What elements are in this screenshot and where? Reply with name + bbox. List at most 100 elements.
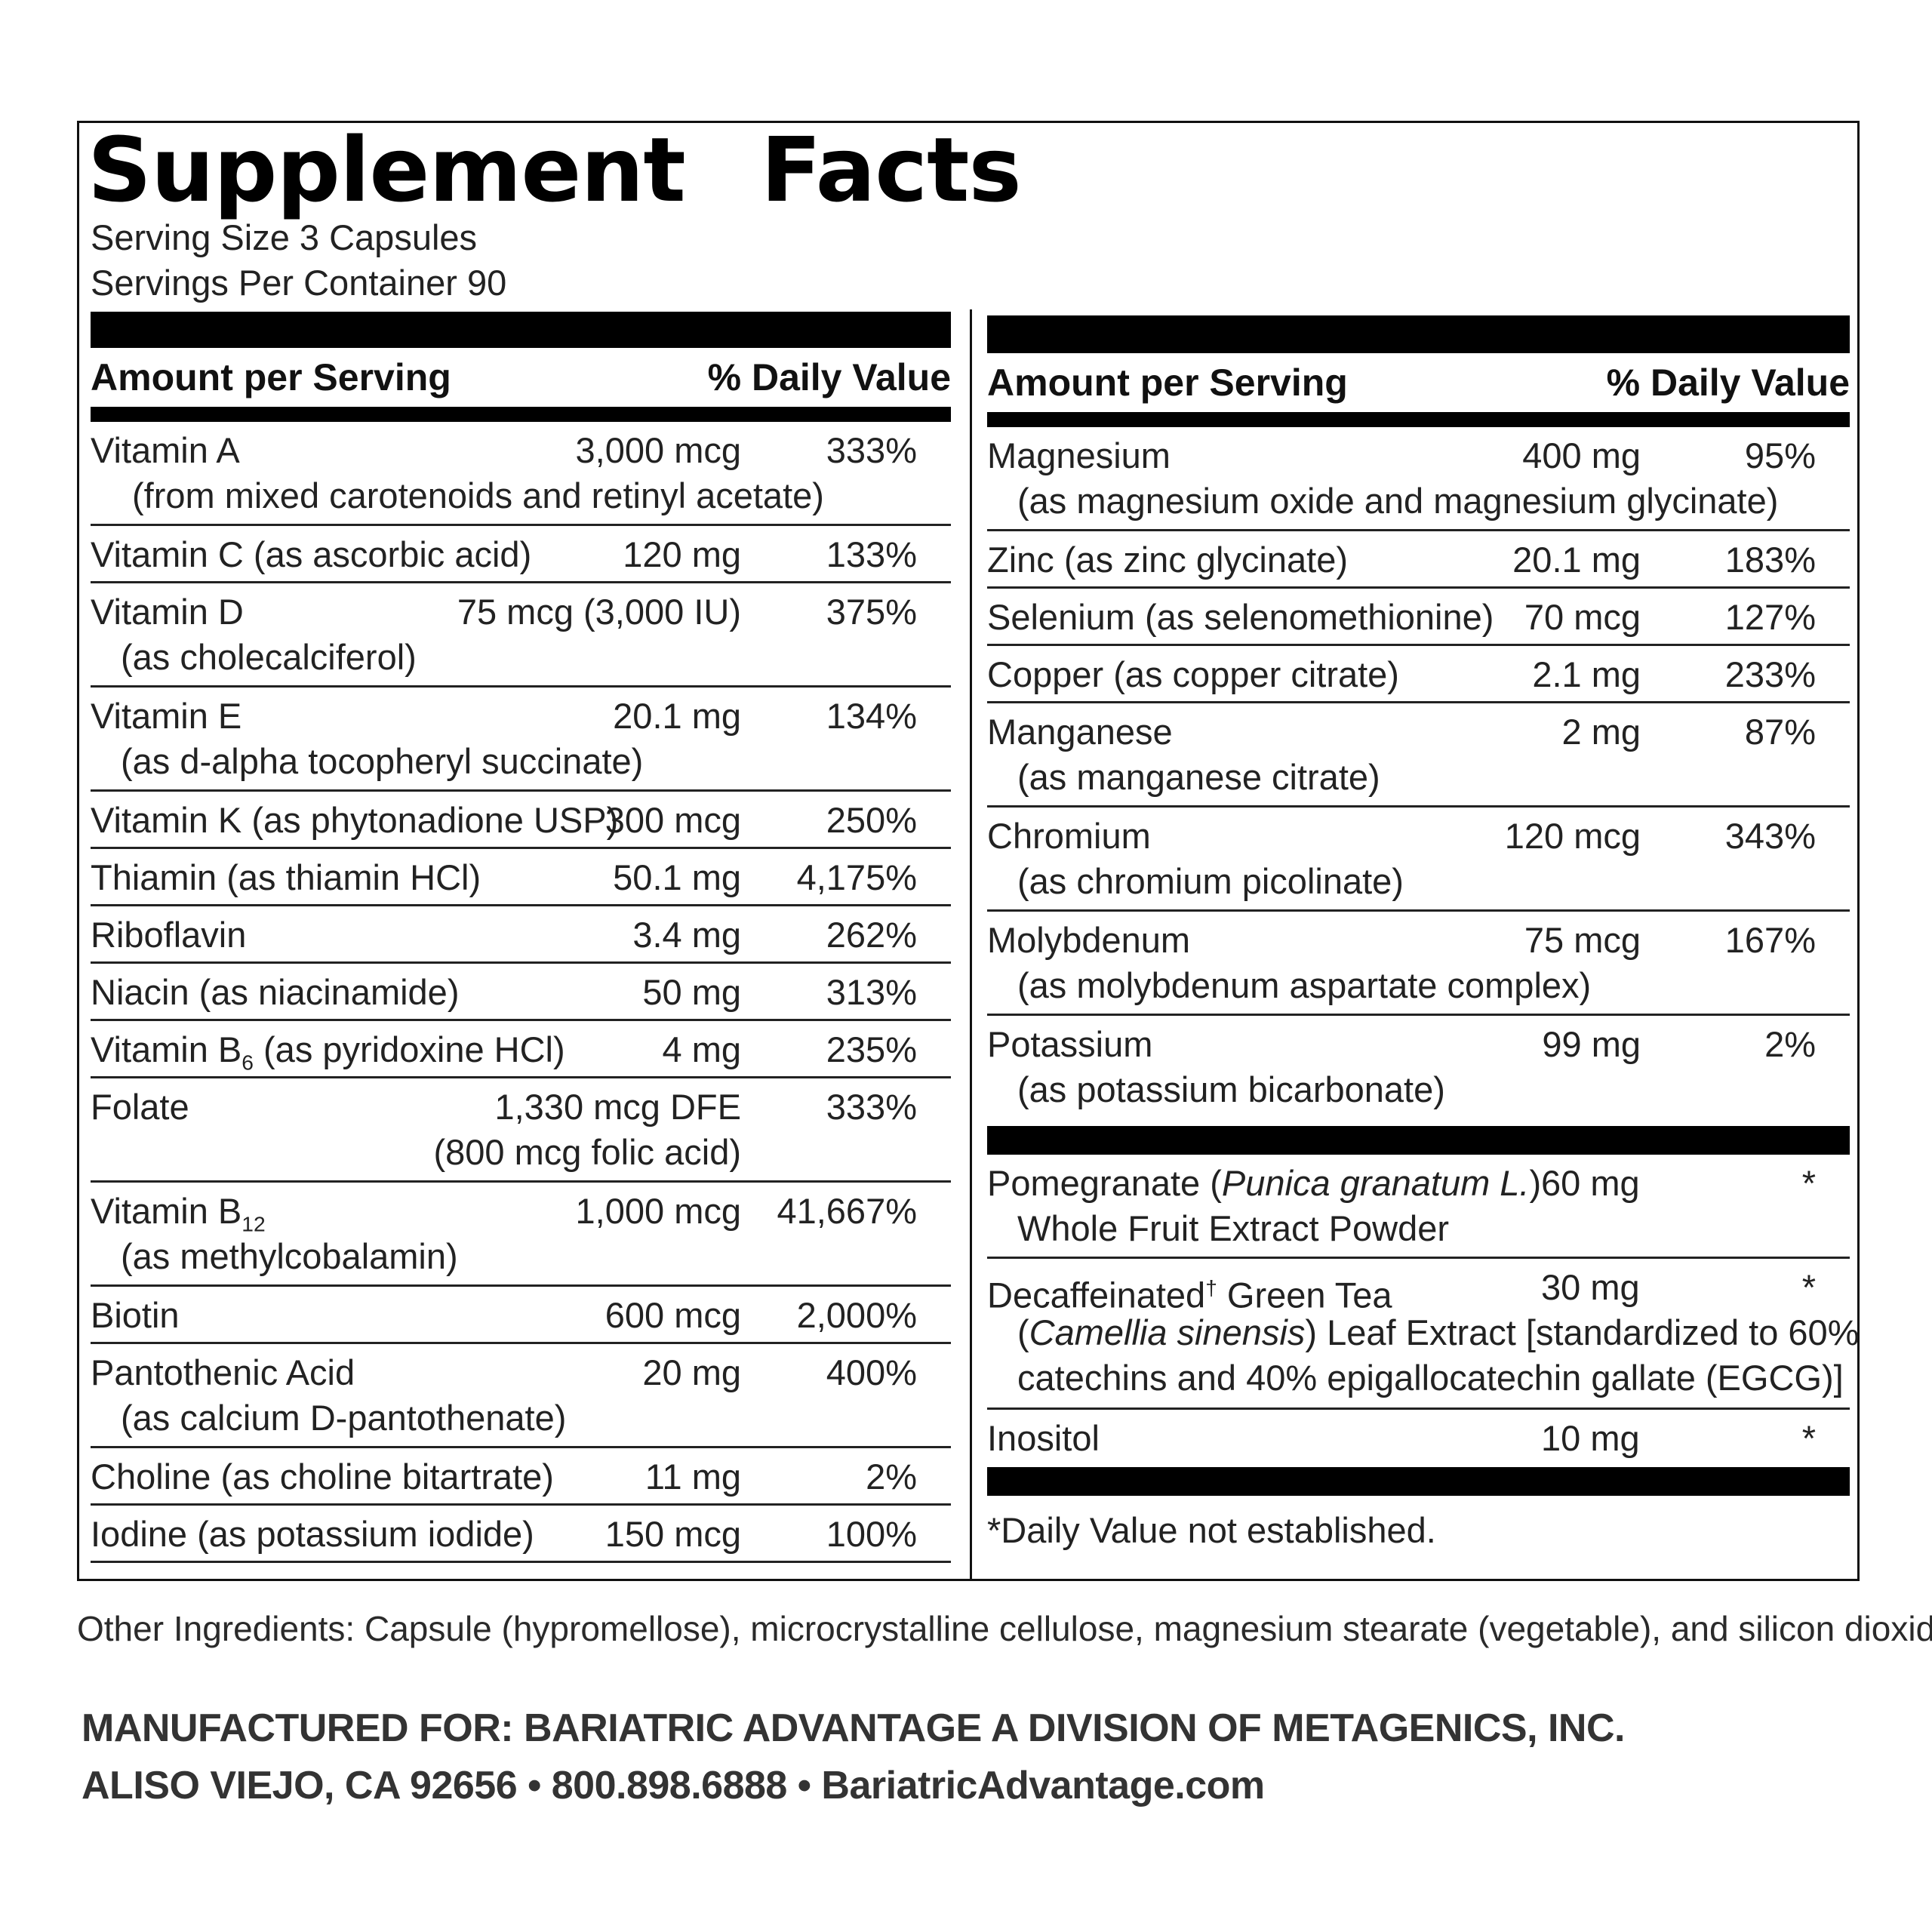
nutrient-amount: 600 mcg	[605, 1295, 741, 1335]
nutrient-row: Zinc (as zinc glycinate) 20.1 mg 183%	[987, 531, 1850, 589]
serving-size: Serving Size 3 Capsules	[91, 217, 478, 257]
nutrient-name: Selenium (as selenomethionine)	[987, 597, 1494, 637]
nutrient-amount: 300 mcg	[605, 800, 741, 840]
nutrient-dv: 343%	[1724, 816, 1816, 856]
nutrient-dv: 127%	[1724, 597, 1816, 637]
nutrient-dv: 133%	[826, 534, 917, 574]
botanical-description: (Camellia sinensis) Leaf Extract [standa…	[1017, 1312, 1860, 1352]
nutrient-dv: 167%	[1724, 920, 1816, 960]
nutrient-name: Vitamin B12	[91, 1191, 266, 1236]
nutrient-name: Vitamin C (as ascorbic acid)	[91, 534, 532, 574]
nutrient-row: Thiamin (as thiamin HCl) 50.1 mg 4,175%	[91, 849, 951, 906]
botanical-amount: 30 mg	[1541, 1267, 1640, 1307]
nutrient-amount: 20.1 mg	[613, 696, 741, 736]
nutrient-row: Vitamin B6 (as pyridoxine HCl) 4 mg 235%	[91, 1021, 951, 1078]
nutrient-name: Potassium	[987, 1024, 1153, 1064]
nutrient-dv: 313%	[826, 972, 917, 1012]
nutrient-name: Vitamin A	[91, 430, 240, 470]
nutrient-row: Vitamin K (as phytonadione USP) 300 mcg …	[91, 792, 951, 849]
nutrient-row: Riboflavin 3.4 mg 262%	[91, 906, 951, 964]
botanical-row: Pomegranate (Punica granatum L.) 60 mg *…	[987, 1155, 1850, 1259]
nutrient-name: Copper (as copper citrate)	[987, 654, 1399, 694]
nutrient-source: (from mixed carotenoids and retinyl acet…	[132, 475, 824, 515]
nutrient-row: Pantothenic Acid 20 mg 400% (as calcium …	[91, 1344, 951, 1448]
nutrient-row: Chromium 120 mcg 343% (as chromium picol…	[987, 808, 1850, 912]
nutrient-name: Manganese	[987, 712, 1173, 752]
botanical-description: catechins and 40% epigallocatechin galla…	[1017, 1358, 1844, 1398]
botanical-description: Whole Fruit Extract Powder	[1017, 1208, 1450, 1248]
panel-title: Supplement Facts	[88, 118, 1022, 222]
section-bar	[987, 1467, 1850, 1496]
nutrient-name: Zinc (as zinc glycinate)	[987, 540, 1348, 580]
daily-value-header: % Daily Value	[707, 356, 951, 398]
botanical-amount: 60 mg	[1541, 1163, 1640, 1203]
botanical-row: Inositol 10 mg *	[987, 1410, 1850, 1467]
nutrient-source: (as d-alpha tocopheryl succinate)	[121, 741, 644, 781]
nutrient-row: Choline (as choline bitartrate) 11 mg 2%	[91, 1448, 951, 1506]
column-header: Amount per Serving % Daily Value	[91, 348, 951, 407]
nutrient-amount: 2.1 mg	[1532, 654, 1641, 694]
botanical-dv: *	[1801, 1418, 1816, 1458]
botanical-name: Decaffeinated† Green Tea	[987, 1275, 1392, 1315]
nutrient-source: (as calcium D-pantothenate)	[121, 1398, 567, 1438]
nutrient-row: Vitamin D 75 mcg (3,000 IU) 375% (as cho…	[91, 583, 951, 688]
daily-value-header: % Daily Value	[1606, 361, 1850, 404]
nutrient-dv: 100%	[826, 1514, 917, 1554]
botanical-row: Decaffeinated† Green Tea 30 mg * (Camell…	[987, 1259, 1859, 1410]
nutrient-dv: 2%	[866, 1457, 917, 1497]
nutrient-name: Magnesium	[987, 435, 1171, 475]
nutrient-dv: 235%	[826, 1029, 917, 1069]
nutrient-amount: 3.4 mg	[632, 915, 741, 955]
nutrient-source: (as cholecalciferol)	[121, 637, 417, 677]
nutrient-dv: 41,667%	[777, 1191, 917, 1231]
top-bar	[91, 312, 951, 348]
nutrient-dv: 400%	[826, 1352, 917, 1392]
nutrient-amount: 2 mg	[1561, 712, 1641, 752]
nutrient-amount: 120 mcg	[1504, 816, 1641, 856]
botanical-name: Pomegranate (Punica granatum L.)	[987, 1163, 1542, 1203]
nutrient-dv: 233%	[1724, 654, 1816, 694]
nutrient-amount: 4 mg	[662, 1029, 742, 1069]
amount-header: Amount per Serving	[987, 361, 1348, 404]
nutrient-name: Choline (as choline bitartrate)	[91, 1457, 554, 1497]
botanical-amount: 10 mg	[1541, 1418, 1640, 1458]
manufacturer-line: MANUFACTURED FOR: BARIATRIC ADVANTAGE A …	[82, 1706, 1625, 1750]
nutrient-dv: 250%	[826, 800, 917, 840]
nutrient-name: Vitamin E	[91, 696, 242, 736]
top-bar	[987, 315, 1850, 353]
nutrient-row: Iodine (as potassium iodide) 150 mcg 100…	[91, 1506, 951, 1563]
manufacturer-contact-line: ALISO VIEJO, CA 92656 • 800.898.6888 • B…	[82, 1764, 1265, 1807]
daily-value-footnote: *Daily Value not established.	[987, 1510, 1436, 1550]
nutrient-amount: 20 mg	[642, 1352, 741, 1392]
nutrient-source: (as potassium bicarbonate)	[1017, 1069, 1445, 1109]
column-header: Amount per Serving % Daily Value	[987, 353, 1850, 412]
section-bar	[987, 1126, 1850, 1155]
nutrient-dv: 4,175%	[796, 857, 917, 897]
nutrient-source: (as magnesium oxide and magnesium glycin…	[1017, 481, 1779, 521]
nutrient-name: Molybdenum	[987, 920, 1191, 960]
nutrient-amount: 120 mg	[623, 534, 741, 574]
nutrient-dv: 2%	[1764, 1024, 1816, 1064]
nutrient-source: (800 mcg folic acid)	[433, 1132, 742, 1172]
nutrient-name: Riboflavin	[91, 915, 247, 955]
nutrient-source: (as chromium picolinate)	[1017, 861, 1404, 901]
nutrient-amount: 50.1 mg	[613, 857, 741, 897]
nutrient-dv: 333%	[826, 1087, 917, 1127]
nutrient-name: Folate	[91, 1087, 189, 1127]
nutrient-name: Biotin	[91, 1295, 180, 1335]
nutrient-amount: 20.1 mg	[1512, 540, 1641, 580]
nutrient-amount: 11 mg	[645, 1457, 741, 1497]
nutrient-row: Selenium (as selenomethionine) 70 mcg 12…	[987, 589, 1850, 646]
header-rule	[91, 407, 951, 422]
nutrient-name: Thiamin (as thiamin HCl)	[91, 857, 481, 897]
nutrient-row: Magnesium 400 mg 95% (as magnesium oxide…	[987, 427, 1850, 531]
nutrient-name: Iodine (as potassium iodide)	[91, 1514, 534, 1554]
nutrient-row: Molybdenum 75 mcg 167% (as molybdenum as…	[987, 912, 1850, 1016]
nutrient-dv: 333%	[826, 430, 917, 470]
nutrient-name: Niacin (as niacinamide)	[91, 972, 460, 1012]
servings-per-container: Servings Per Container 90	[91, 263, 507, 303]
nutrient-dv: 183%	[1724, 540, 1816, 580]
botanical-dv: *	[1801, 1267, 1816, 1307]
nutrient-dv: 262%	[826, 915, 917, 955]
nutrient-row: Vitamin A 3,000 mcg 333% (from mixed car…	[91, 422, 951, 526]
